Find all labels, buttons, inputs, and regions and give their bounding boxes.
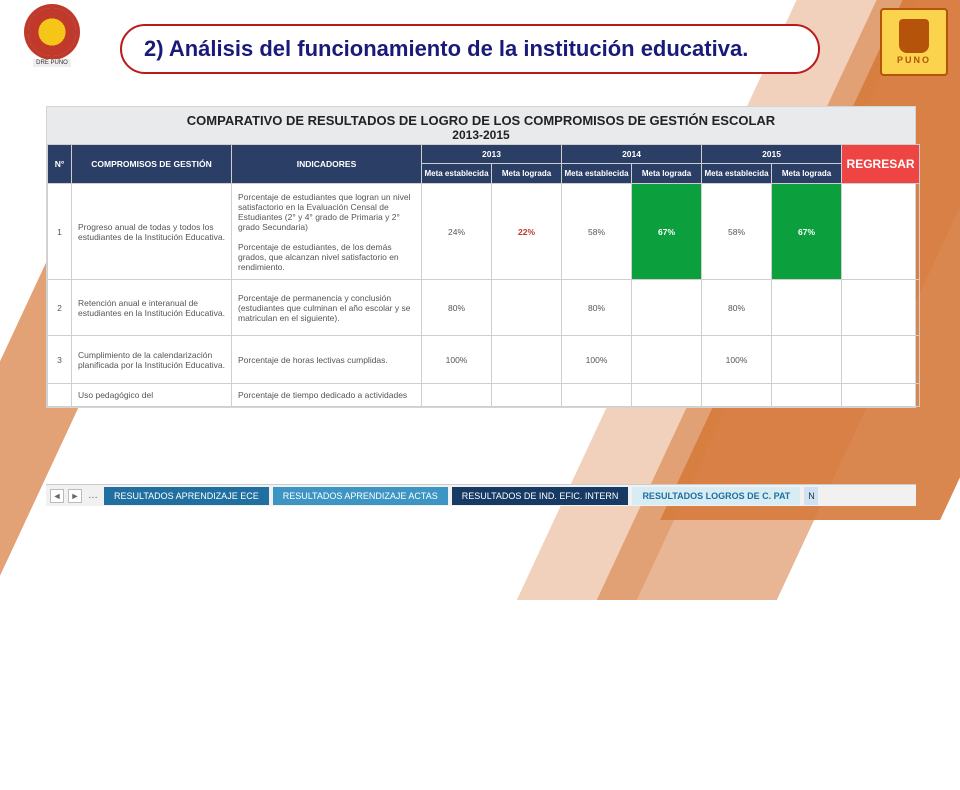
tab-efic[interactable]: RESULTADOS DE IND. EFIC. INTERN (452, 487, 629, 505)
cell-value: 100% (422, 336, 492, 384)
th-meta-log-1: Meta lograda (492, 164, 562, 184)
cell-comp: Uso pedagógico del (72, 384, 232, 407)
cell-num (48, 384, 72, 407)
tab-cpat[interactable]: RESULTADOS LOGROS DE C. PAT (632, 487, 800, 505)
table-title: COMPARATIVO DE RESULTADOS DE LOGRO DE LO… (47, 107, 915, 144)
cell-num: 3 (48, 336, 72, 384)
cell-comp: Progreso anual de todas y todos los estu… (72, 184, 232, 280)
table-row: 3Cumplimiento de la calendarización plan… (48, 336, 920, 384)
cell-value (772, 336, 842, 384)
tab-actas[interactable]: RESULTADOS APRENDIZAJE ACTAS (273, 487, 448, 505)
cell-value: 67% (772, 184, 842, 280)
cell-value: 100% (562, 336, 632, 384)
cell-value: 58% (562, 184, 632, 280)
cell-value (632, 384, 702, 407)
cell-value (492, 384, 562, 407)
tab-nav-next[interactable]: ► (68, 489, 82, 503)
th-num: N° (48, 145, 72, 184)
table-row: 2Retención anual e interanual de estudia… (48, 280, 920, 336)
th-year-2015: 2015 (702, 145, 842, 164)
th-ind: INDICADORES (232, 145, 422, 184)
cell-value: 100% (702, 336, 772, 384)
tab-nav-more[interactable]: … (86, 490, 100, 501)
th-meta-log-2: Meta lograda (632, 164, 702, 184)
regresar-button[interactable]: REGRESAR (842, 145, 920, 184)
logo-right-text: PUNO (897, 55, 931, 65)
logo-right: PUNO (880, 8, 948, 76)
cell-value (632, 280, 702, 336)
cell-value (632, 336, 702, 384)
cell-value (702, 384, 772, 407)
sheet-tabs: ◄ ► … RESULTADOS APRENDIZAJE ECE RESULTA… (46, 484, 916, 506)
th-comp: COMPROMISOS DE GESTIÓN (72, 145, 232, 184)
section-title: 2) Análisis del funcionamiento de la ins… (120, 24, 820, 74)
cell-spacer (842, 184, 920, 280)
logo-left: DRE PUNO (12, 8, 92, 80)
th-year-2014: 2014 (562, 145, 702, 164)
gear-icon (28, 8, 76, 56)
cell-value: 80% (422, 280, 492, 336)
th-year-2013: 2013 (422, 145, 562, 164)
cell-value (492, 280, 562, 336)
cell-value (562, 384, 632, 407)
table-row: 1Progreso anual de todas y todos los est… (48, 184, 920, 280)
tab-extra[interactable]: N (804, 487, 818, 505)
cell-spacer (842, 280, 920, 336)
cell-value: 22% (492, 184, 562, 280)
cell-spacer (842, 336, 920, 384)
th-meta-log-3: Meta lograda (772, 164, 842, 184)
cell-value (422, 384, 492, 407)
cell-ind: Porcentaje de horas lectivas cumplidas. (232, 336, 422, 384)
cell-value: 67% (632, 184, 702, 280)
tab-nav-prev[interactable]: ◄ (50, 489, 64, 503)
cell-value: 80% (702, 280, 772, 336)
th-meta-est-3: Meta establecida (702, 164, 772, 184)
th-meta-est-1: Meta establecida (422, 164, 492, 184)
cell-ind: Porcentaje de estudiantes que logran un … (232, 184, 422, 280)
th-meta-est-2: Meta establecida (562, 164, 632, 184)
tab-ece[interactable]: RESULTADOS APRENDIZAJE ECE (104, 487, 269, 505)
logo-left-subtext: DRE PUNO (33, 59, 71, 67)
results-table-container: COMPARATIVO DE RESULTADOS DE LOGRO DE LO… (46, 106, 916, 408)
cell-value (772, 280, 842, 336)
cell-comp: Retención anual e interanual de estudian… (72, 280, 232, 336)
cell-value (772, 384, 842, 407)
cell-spacer (842, 384, 920, 407)
cell-comp: Cumplimiento de la calendarización plani… (72, 336, 232, 384)
cell-num: 2 (48, 280, 72, 336)
cell-ind: Porcentaje de permanencia y conclusión (… (232, 280, 422, 336)
table-title-years: 2013-2015 (51, 128, 911, 142)
cell-num: 1 (48, 184, 72, 280)
table-title-main: COMPARATIVO DE RESULTADOS DE LOGRO DE LO… (187, 113, 775, 128)
shield-icon (899, 19, 929, 53)
cell-ind: Porcentaje de tiempo dedicado a activida… (232, 384, 422, 407)
cell-value: 80% (562, 280, 632, 336)
cell-value: 24% (422, 184, 492, 280)
cell-value: 58% (702, 184, 772, 280)
results-table: N° COMPROMISOS DE GESTIÓN INDICADORES 20… (47, 144, 920, 407)
table-row: Uso pedagógico delPorcentaje de tiempo d… (48, 384, 920, 407)
section-title-text: 2) Análisis del funcionamiento de la ins… (144, 36, 748, 61)
cell-value (492, 336, 562, 384)
